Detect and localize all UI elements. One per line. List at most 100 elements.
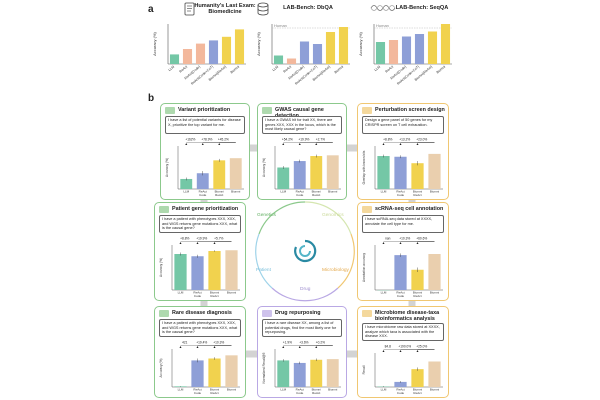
- tick-label: Biomni: [328, 190, 338, 194]
- tick-label: Code: [296, 193, 304, 197]
- arrow-icon: [416, 143, 419, 145]
- task-title: Drug repurposing: [275, 310, 321, 316]
- human-baseline-label: Human: [274, 23, 287, 28]
- chart-title-dbqa: LAB-Bench: DbQA: [283, 5, 333, 11]
- tick-label: ReAct: [396, 388, 404, 392]
- tick-label: ReAct: [193, 291, 201, 295]
- tick-label: Biomni: [312, 388, 322, 392]
- bar-Biomni: [326, 359, 339, 387]
- tick-label: Biomni: [413, 291, 423, 295]
- panel-b-letter: b: [148, 93, 155, 104]
- tick-label: ReAct: [396, 291, 404, 295]
- tick-label: ReAct: [210, 391, 218, 395]
- biomni-logo-icon: [294, 239, 317, 263]
- bar-Biomni(ReAct): [221, 36, 232, 64]
- arrow-icon: [282, 346, 285, 348]
- y-axis-label: Accuracy (%): [159, 258, 163, 277]
- tick-label: LLM: [280, 388, 286, 392]
- task-question: I have a GWAS hit for trait XX, there ar…: [262, 116, 342, 134]
- tick-label: ReAct: [312, 193, 320, 197]
- tick-label: Biomni: [328, 388, 338, 392]
- arrow-icon: [213, 346, 216, 348]
- arrow-icon: [416, 242, 419, 244]
- improvement-label: +8.8%: [383, 138, 392, 142]
- improvement-label: +2.7%: [316, 138, 325, 142]
- bar-ReAct(Code): [195, 43, 206, 64]
- bar-ReAct-Code: [394, 156, 407, 189]
- bar-ReAct(Code): [401, 36, 412, 64]
- task-icon: [362, 107, 372, 114]
- bar-LLM: [377, 156, 390, 189]
- tick-label: ReAct: [413, 294, 421, 298]
- tick-label: ReAct: [396, 190, 404, 194]
- task-title: Patient gene prioritization: [172, 206, 239, 212]
- bar-Biomni-ReAct: [310, 359, 323, 387]
- tick-label: Biomni: [413, 388, 423, 392]
- bar-ReAct(Code+CoT): [312, 44, 323, 64]
- improvement-label: +60.6%: [416, 237, 427, 241]
- improvement-label: +19.9%: [196, 237, 207, 241]
- database-icon: [257, 2, 269, 16]
- tick-label: Biomni: [210, 291, 220, 295]
- bar-ReAct-Code: [191, 360, 204, 387]
- bar-Biomni-ReAct: [411, 269, 424, 290]
- improvement-label: +3.6%: [299, 341, 308, 345]
- tick-label: Biomni: [227, 388, 237, 392]
- bar-Biomni: [428, 153, 441, 189]
- arrow-icon: [218, 143, 221, 145]
- improvement-label: +0.2%: [316, 341, 325, 345]
- task-card-3: Patient gene prioritization I have a pati…: [154, 202, 246, 301]
- bar-Biomni-ReAct: [411, 369, 424, 387]
- tick-label: LLM: [374, 65, 382, 72]
- task-bar-chart: Accuracy (%)LLM ReActCodeBiomniReActBiomn…: [262, 138, 341, 197]
- arrow-icon: [399, 143, 402, 145]
- bar-ReAct(Code+CoT): [208, 40, 219, 64]
- bar-Biomni-ReAct: [213, 160, 226, 189]
- arrow-icon: [399, 350, 402, 352]
- bar-Biomni(ReAct): [325, 32, 336, 64]
- tick-label: Biomni: [430, 190, 440, 194]
- task-title: Microbiome disease-taxa bioinformatics a…: [375, 310, 440, 322]
- improvement-label: +23.0%: [416, 138, 427, 142]
- tick-label: LLM: [280, 190, 286, 194]
- task-question: I have a patient with phenotypes XXX, XX…: [159, 319, 241, 337]
- category-ring: [255, 201, 355, 302]
- panel-a-letter: a: [148, 4, 154, 15]
- task-title: scRNA-seq cell annotation: [375, 206, 444, 212]
- tick-label: Code: [397, 391, 405, 395]
- tick-label: Biomni: [430, 388, 440, 392]
- bar-Biomni-ReAct: [208, 358, 221, 387]
- tick-label: Code: [199, 193, 207, 197]
- tick-label: Code: [397, 193, 405, 197]
- arrow-icon: [298, 143, 301, 145]
- tick-label: ReAct: [215, 193, 223, 197]
- bar-Biomni: [338, 27, 349, 64]
- tick-label: Biomni: [210, 388, 220, 392]
- tick-label: ReAct: [413, 193, 421, 197]
- tick-label: Biomni: [312, 190, 322, 194]
- arrow-icon: [382, 242, 385, 244]
- tick-label: LLM: [272, 65, 280, 72]
- improvement-label: +162%: [185, 138, 195, 142]
- task-card-5: Rare disease diagnosis I have a patient w…: [154, 306, 246, 398]
- y-axis-label: Accuracy (%): [262, 158, 266, 177]
- bar-LLM: [277, 360, 290, 387]
- bar-ReAct-Code: [394, 381, 407, 387]
- dna-sequence-icon: [370, 5, 396, 11]
- hle-bar-chart: Accuracy (%)LLM ReActReAct(Code)ReAct(Cod…: [152, 24, 246, 86]
- task-question: I have a patient with phenotypes XXX, XX…: [159, 215, 241, 233]
- bar-LLM: [277, 167, 290, 189]
- bar-Biomni-ReAct: [310, 156, 323, 189]
- task-title: Variant prioritization: [178, 107, 231, 113]
- arrow-icon: [382, 350, 385, 352]
- task-card-7: Microbiome disease-taxa bioinformatics a…: [357, 306, 449, 398]
- task-question: I have microbiome raw data stored at XXX…: [362, 323, 444, 341]
- bar-Biomni(ReAct): [427, 31, 438, 64]
- tick-label: ReAct: [413, 391, 421, 395]
- bar-Biomni: [225, 250, 238, 290]
- task-question: I have scRNA-seq data stored at XXXX, an…: [362, 215, 444, 233]
- arrow-icon: [185, 143, 188, 145]
